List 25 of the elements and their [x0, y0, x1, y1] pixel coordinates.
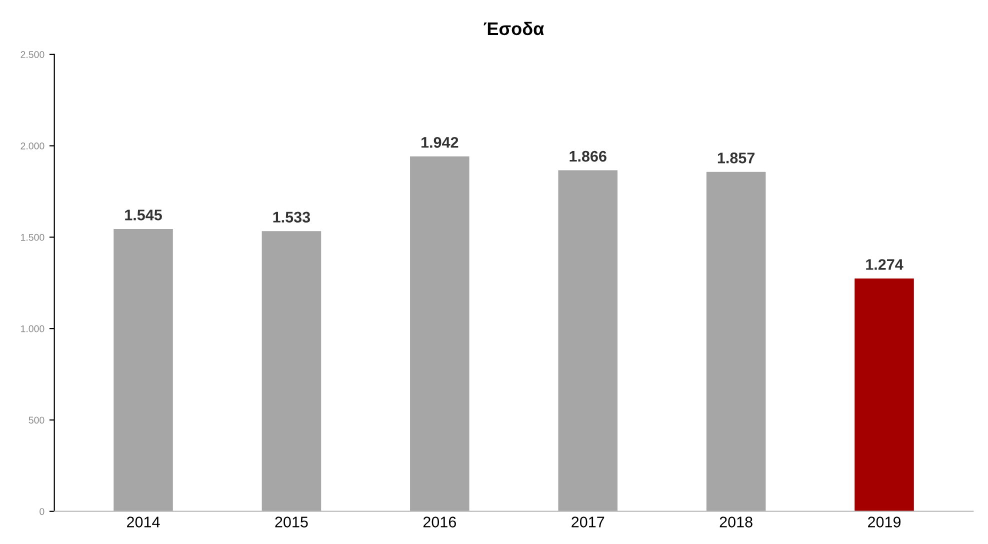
x-tick-label: 2016: [423, 516, 456, 528]
data-label: 1.274: [866, 259, 904, 270]
x-tick-label: 2018: [720, 516, 752, 528]
x-tick-label: 2014: [127, 516, 160, 528]
bar: [262, 231, 322, 512]
y-tick-label: 0: [40, 508, 44, 515]
data-label: 1.866: [570, 150, 606, 162]
data-label: 1.545: [125, 210, 162, 220]
y-tick-label: 1.500: [21, 234, 44, 241]
x-tick-label: 2017: [572, 516, 604, 528]
x-tick-label: 2019: [868, 516, 901, 528]
data-label: 1.942: [422, 137, 458, 148]
bar: [706, 172, 766, 512]
bar: [558, 170, 618, 512]
data-label: 1.533: [273, 212, 310, 223]
x-tick-label: 2015: [275, 516, 308, 528]
y-tick-label: 1.000: [21, 325, 44, 332]
bar: [854, 278, 914, 512]
y-tick-label: 2.000: [20, 142, 44, 150]
bar: [114, 228, 173, 512]
y-tick-label: 2.500: [20, 51, 44, 58]
chart-title: Έσοδα: [484, 22, 544, 36]
data-label: 1.857: [718, 152, 755, 164]
bar: [410, 156, 470, 512]
y-tick-label: 500: [28, 416, 44, 424]
